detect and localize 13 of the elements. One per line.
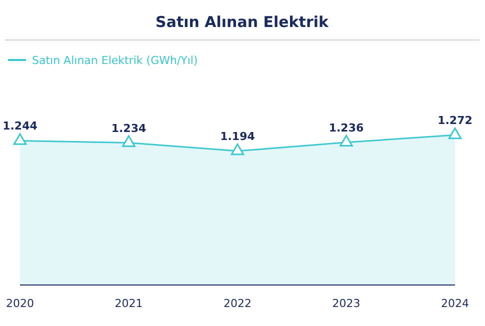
data-label: 1.244 bbox=[2, 120, 38, 133]
legend-label: Satın Alınan Elektrik (GWh/Yıl) bbox=[32, 54, 198, 67]
x-tick-label: 2023 bbox=[332, 296, 360, 310]
chart-title: Satın Alınan Elektrik bbox=[156, 13, 330, 31]
point bbox=[448, 127, 462, 140]
x-tick-label: 2021 bbox=[114, 296, 143, 310]
x-tick-label: 2020 bbox=[6, 296, 34, 310]
data-label: 1.272 bbox=[438, 114, 472, 127]
data-label: 1.236 bbox=[328, 121, 364, 134]
x-tick-label: 2024 bbox=[441, 296, 469, 310]
data-label: 1.234 bbox=[111, 122, 146, 135]
x-tick-label: 2022 bbox=[224, 296, 252, 310]
data-label: 1.194 bbox=[220, 130, 256, 143]
